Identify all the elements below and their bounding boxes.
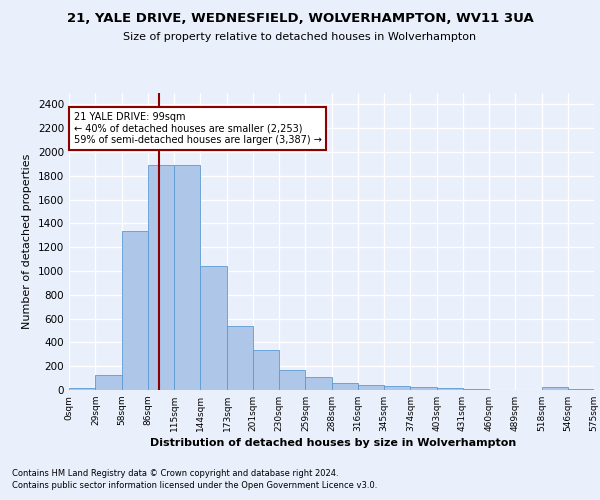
Text: Contains public sector information licensed under the Open Government Licence v3: Contains public sector information licen… [12,481,377,490]
Bar [437,388,463,390]
Bar [95,375,122,390]
Bar [410,387,437,390]
Text: Contains HM Land Registry data © Crown copyright and database right 2024.: Contains HM Land Registry data © Crown c… [12,468,338,477]
Bar [542,387,568,390]
Bar [148,165,174,390]
Bar [122,230,148,390]
Bar [174,165,200,390]
Text: 21, YALE DRIVE, WEDNESFIELD, WOLVERHAMPTON, WV11 3UA: 21, YALE DRIVE, WEDNESFIELD, WOLVERHAMPT… [67,12,533,26]
Bar [384,386,410,390]
Text: Size of property relative to detached houses in Wolverhampton: Size of property relative to detached ho… [124,32,476,42]
Y-axis label: Number of detached properties: Number of detached properties [22,154,32,329]
Bar [227,326,253,390]
Bar [332,383,358,390]
Bar [69,388,95,390]
Bar [200,266,227,390]
Bar [279,370,305,390]
Text: 21 YALE DRIVE: 99sqm
← 40% of detached houses are smaller (2,253)
59% of semi-de: 21 YALE DRIVE: 99sqm ← 40% of detached h… [74,112,322,144]
Text: Distribution of detached houses by size in Wolverhampton: Distribution of detached houses by size … [150,438,516,448]
Bar [253,350,279,390]
Bar [358,385,384,390]
Bar [305,377,332,390]
